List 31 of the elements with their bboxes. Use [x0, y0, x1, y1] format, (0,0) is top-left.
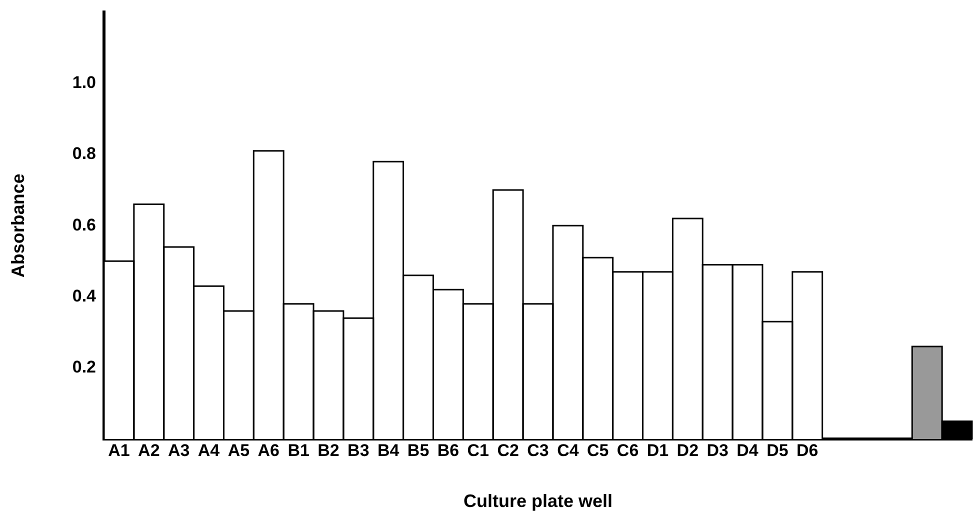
x-tick-label: C5 [586, 440, 609, 460]
y-tick-label: 1.0 [72, 73, 96, 92]
x-tick-label: B2 [318, 440, 340, 460]
x-tick-label: D1 [646, 440, 669, 460]
x-tick-label: B1 [288, 440, 310, 460]
x-tick-label: D6 [796, 440, 818, 460]
y-tick-label: 0.2 [72, 358, 96, 377]
x-tick-label: A4 [198, 440, 220, 460]
x-tick-label: C2 [497, 440, 519, 460]
x-tick-label: C4 [557, 440, 580, 460]
x-tick-label: D3 [706, 440, 728, 460]
x-tick-label: B5 [407, 440, 430, 460]
x-tick-label: A1 [108, 440, 130, 460]
x-tick-label: C1 [467, 440, 490, 460]
x-tick-label: C6 [616, 440, 639, 460]
x-tick-label: B3 [348, 440, 370, 460]
x-tick-label: C3 [527, 440, 549, 460]
x-tick-label: B6 [437, 440, 460, 460]
x-tick-label: A6 [258, 440, 280, 460]
x-tick-label: B4 [377, 440, 400, 460]
x-tick-label: A3 [168, 440, 190, 460]
y-axis-title: Absorbance [8, 174, 28, 278]
x-tick-label: A2 [138, 440, 160, 460]
y-tick-label: 0.8 [72, 144, 96, 164]
x-tick-label: D2 [676, 440, 699, 460]
y-tick-label: 0.6 [72, 215, 96, 234]
x-tick-label: D5 [766, 440, 788, 460]
x-tick-label: D4 [736, 440, 759, 460]
x-tick-label: A5 [228, 440, 250, 460]
x-axis-title: Culture plate well [463, 491, 613, 512]
y-tick-label: 0.4 [72, 286, 97, 306]
